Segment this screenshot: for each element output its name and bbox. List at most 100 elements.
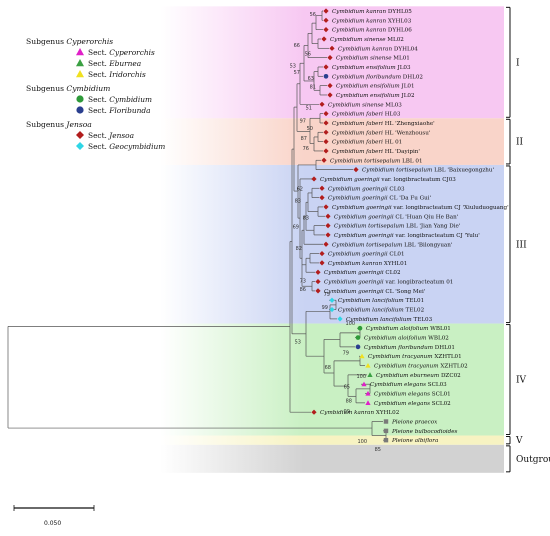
- tip-marker: [319, 101, 325, 107]
- tip-label: Cymbidium kanran XYHL03: [332, 18, 412, 24]
- tip-label: Pleione albiflora: [391, 438, 438, 444]
- legend-marker: [76, 142, 84, 150]
- clade-label-i: I: [516, 58, 520, 68]
- legend-subgenus: Subgenus Cyperorchis: [26, 37, 113, 46]
- tree-branches: [7, 10, 387, 441]
- tip-species: Pleione bulbocodioides: [391, 429, 458, 435]
- bootstrap-value: 99: [322, 305, 328, 311]
- tip-label: Cymbidium sinense ML02: [330, 37, 404, 43]
- tip-marker: [323, 8, 329, 14]
- tip-species: Cymbidium elegans: [370, 382, 426, 388]
- tip-marker: [319, 260, 325, 266]
- tip-marker: [327, 92, 333, 98]
- tip-specimen: var. longibracteatum CJ03: [380, 177, 457, 183]
- tip-species: Cymbidium faberi: [332, 112, 383, 118]
- bootstrap-value: 100: [357, 439, 367, 445]
- bootstrap-value: 53: [295, 340, 301, 346]
- bootstrap-value: 53: [290, 63, 296, 69]
- tip-specimen: DHL01: [433, 345, 455, 351]
- bootstrap-value: 82: [296, 246, 302, 252]
- tip-species: Cymbidium sinense: [328, 102, 384, 108]
- clade-brackets: IIIIIIIVVOutgroup: [506, 6, 550, 473]
- tip-label: Cymbidium lancifolium TEL01: [338, 298, 424, 304]
- tip-specimen: TEL02: [404, 308, 425, 314]
- tip-specimen: XYHL01: [382, 261, 407, 267]
- tip-label: Cymbidium goeringii var. longibracteatum…: [334, 233, 480, 239]
- tip-specimen: TEL03: [412, 317, 433, 323]
- tip-specimen: JL03: [396, 65, 411, 71]
- tip-species: Cymbidium lancifolium: [338, 308, 404, 314]
- bootstrap-value: 85: [375, 447, 381, 453]
- tip-specimen: DYHL06: [386, 28, 412, 34]
- tip-label: Cymbidium kanran DYHL05: [332, 9, 412, 15]
- tip-specimen: var. longibracteatum CJ 'Yulu': [394, 233, 480, 239]
- tip-specimen: HL03: [383, 112, 401, 118]
- tip-species: Cymbidium tracyanum: [374, 364, 439, 370]
- tip-label: Cymbidium goeringii CL 'Song Mei': [324, 289, 425, 295]
- legend-section-name: Geocymbidium: [109, 142, 165, 151]
- tip-label: Cymbidium faberi HL 01: [332, 140, 402, 146]
- tip-label: Cymbidium ensifolium JL01: [336, 84, 415, 90]
- tip-species: Cymbidium goeringii: [324, 280, 384, 286]
- tip-specimen: DZC02: [439, 373, 461, 379]
- tip-marker: [327, 83, 333, 89]
- tip-label: Cymbidium floribundum DHL01: [364, 345, 455, 351]
- tip-species: Cymbidium kanran: [328, 261, 383, 267]
- bootstrap-values: 5666565357638151975087766283836982738675…: [290, 12, 381, 453]
- tip-marker: [323, 17, 329, 23]
- legend-section: Sect. Jensoa: [88, 131, 134, 140]
- legend-section-name: Eburnea: [108, 59, 141, 68]
- legend-subgenus-name: Jensoa: [64, 120, 92, 129]
- tip-specimen: LBL 'Bilongyuan': [402, 242, 452, 248]
- tip-label: Cymbidium faberi HL 'Wenzhousu': [332, 130, 430, 136]
- tip-label: Cymbidium ensifolium JL02: [336, 93, 415, 99]
- tip-species: Cymbidium tortisepalum: [330, 158, 400, 164]
- tip-marker: [323, 64, 329, 70]
- bootstrap-value: 87: [301, 136, 307, 142]
- tip-marker: [323, 241, 329, 247]
- tip-species: Cymbidium kanran: [332, 28, 387, 34]
- tip-label: Cymbidium elegans SCL03: [370, 382, 447, 388]
- tip-label: Cymbidium tracyanum XZHTL02: [374, 364, 468, 370]
- tip-species: Cymbidium faberi: [332, 140, 383, 146]
- tip-marker: [383, 419, 389, 424]
- tip-label: Cymbidium ensifolium JL03: [332, 65, 411, 71]
- tip-marker: [311, 176, 317, 182]
- bootstrap-value: 63: [308, 76, 314, 82]
- legend-marker: [76, 59, 84, 67]
- tip-marker: [323, 204, 329, 210]
- bootstrap-value: 65: [344, 384, 350, 390]
- legend-section: Sect. Cyperorchis: [88, 48, 155, 57]
- tip-label: Cymbidium goeringii CL02: [324, 270, 401, 276]
- scale-bar-label: 0.050: [44, 520, 61, 527]
- tip-markers: [311, 8, 389, 443]
- clade-label-iv: IV: [516, 376, 527, 386]
- tip-specimen: ML01: [392, 56, 410, 62]
- bootstrap-value: 73: [300, 279, 306, 285]
- tip-species: Cymbidium sinense: [336, 56, 392, 62]
- legend-section: Sect. Floribunda: [88, 106, 150, 115]
- tip-label: Cymbidium tracyanum XZHTL01: [368, 354, 462, 360]
- tip-species: Cymbidium aloifolium: [366, 326, 428, 332]
- legend: Subgenus Cyperorchis Sect. Cyperorchis Sec…: [26, 37, 165, 151]
- tip-label: Pleione praecox: [391, 420, 438, 426]
- tip-marker: [323, 129, 329, 135]
- tip-species: Cymbidium goeringii: [334, 233, 394, 239]
- legend-section-prefix: Sect.: [88, 131, 109, 140]
- tip-specimen: HL 'Dayipin': [383, 149, 420, 155]
- tip-marker: [355, 344, 361, 350]
- bootstrap-value: 86: [300, 287, 306, 293]
- clade-band-v: [160, 435, 504, 445]
- bootstrap-value: 88: [346, 399, 352, 405]
- legend-marker: [76, 131, 84, 139]
- tip-specimen: var. longibracteatum CJ 'Xiuluduoguang': [392, 205, 509, 211]
- bootstrap-value: 79: [343, 351, 349, 357]
- tip-label: Cymbidium aloifolium WBL01: [366, 326, 451, 332]
- tip-species: Cymbidium kanran: [332, 18, 387, 24]
- legend-section-prefix: Sect.: [88, 95, 109, 104]
- tip-label: Cymbidium goeringii var. longibracteatum…: [320, 177, 456, 183]
- legend-subgenus-prefix: Subgenus: [26, 37, 66, 46]
- tip-marker: [337, 316, 343, 322]
